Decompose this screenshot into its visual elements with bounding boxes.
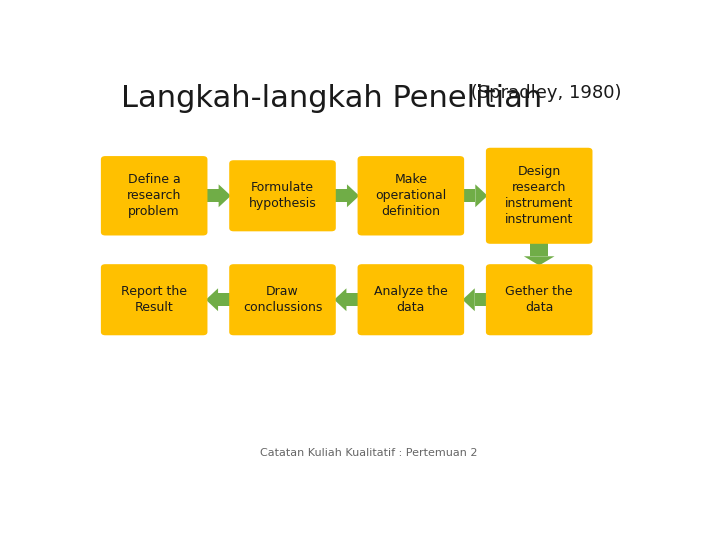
Bar (346, 293, 359, 306)
Text: Catatan Kuliah Kualitatif : Pertemuan 2: Catatan Kuliah Kualitatif : Pertemuan 2 (260, 448, 478, 458)
Polygon shape (219, 184, 231, 207)
Polygon shape (347, 184, 359, 207)
Text: (Spradley, 1980): (Spradley, 1980) (465, 84, 621, 102)
Polygon shape (206, 288, 218, 311)
FancyBboxPatch shape (101, 264, 207, 335)
Text: Design
research
instrument
instrument: Design research instrument instrument (505, 165, 573, 226)
Bar (474, 293, 487, 306)
Text: Gether the
data: Gether the data (505, 285, 573, 314)
FancyBboxPatch shape (486, 148, 593, 244)
Bar (206, 189, 219, 202)
Bar (530, 242, 548, 256)
Bar (218, 293, 231, 306)
Text: Analyze the
data: Analyze the data (374, 285, 448, 314)
Text: Formulate
hypothesis: Formulate hypothesis (248, 181, 316, 210)
FancyBboxPatch shape (101, 156, 207, 235)
Text: Define a
research
problem: Define a research problem (127, 173, 181, 218)
Text: Draw
conclussions: Draw conclussions (243, 285, 322, 314)
Polygon shape (475, 184, 487, 207)
FancyBboxPatch shape (229, 160, 336, 231)
Text: Langkah-langkah Penelitian: Langkah-langkah Penelitian (121, 84, 542, 112)
Polygon shape (462, 288, 474, 311)
FancyBboxPatch shape (486, 264, 593, 335)
FancyBboxPatch shape (358, 264, 464, 335)
FancyBboxPatch shape (229, 264, 336, 335)
Text: Make
operational
definition: Make operational definition (375, 173, 446, 218)
Text: Report the
Result: Report the Result (121, 285, 187, 314)
FancyBboxPatch shape (358, 156, 464, 235)
Bar (462, 189, 475, 202)
Bar (334, 189, 347, 202)
Polygon shape (334, 288, 346, 311)
Polygon shape (524, 256, 554, 266)
